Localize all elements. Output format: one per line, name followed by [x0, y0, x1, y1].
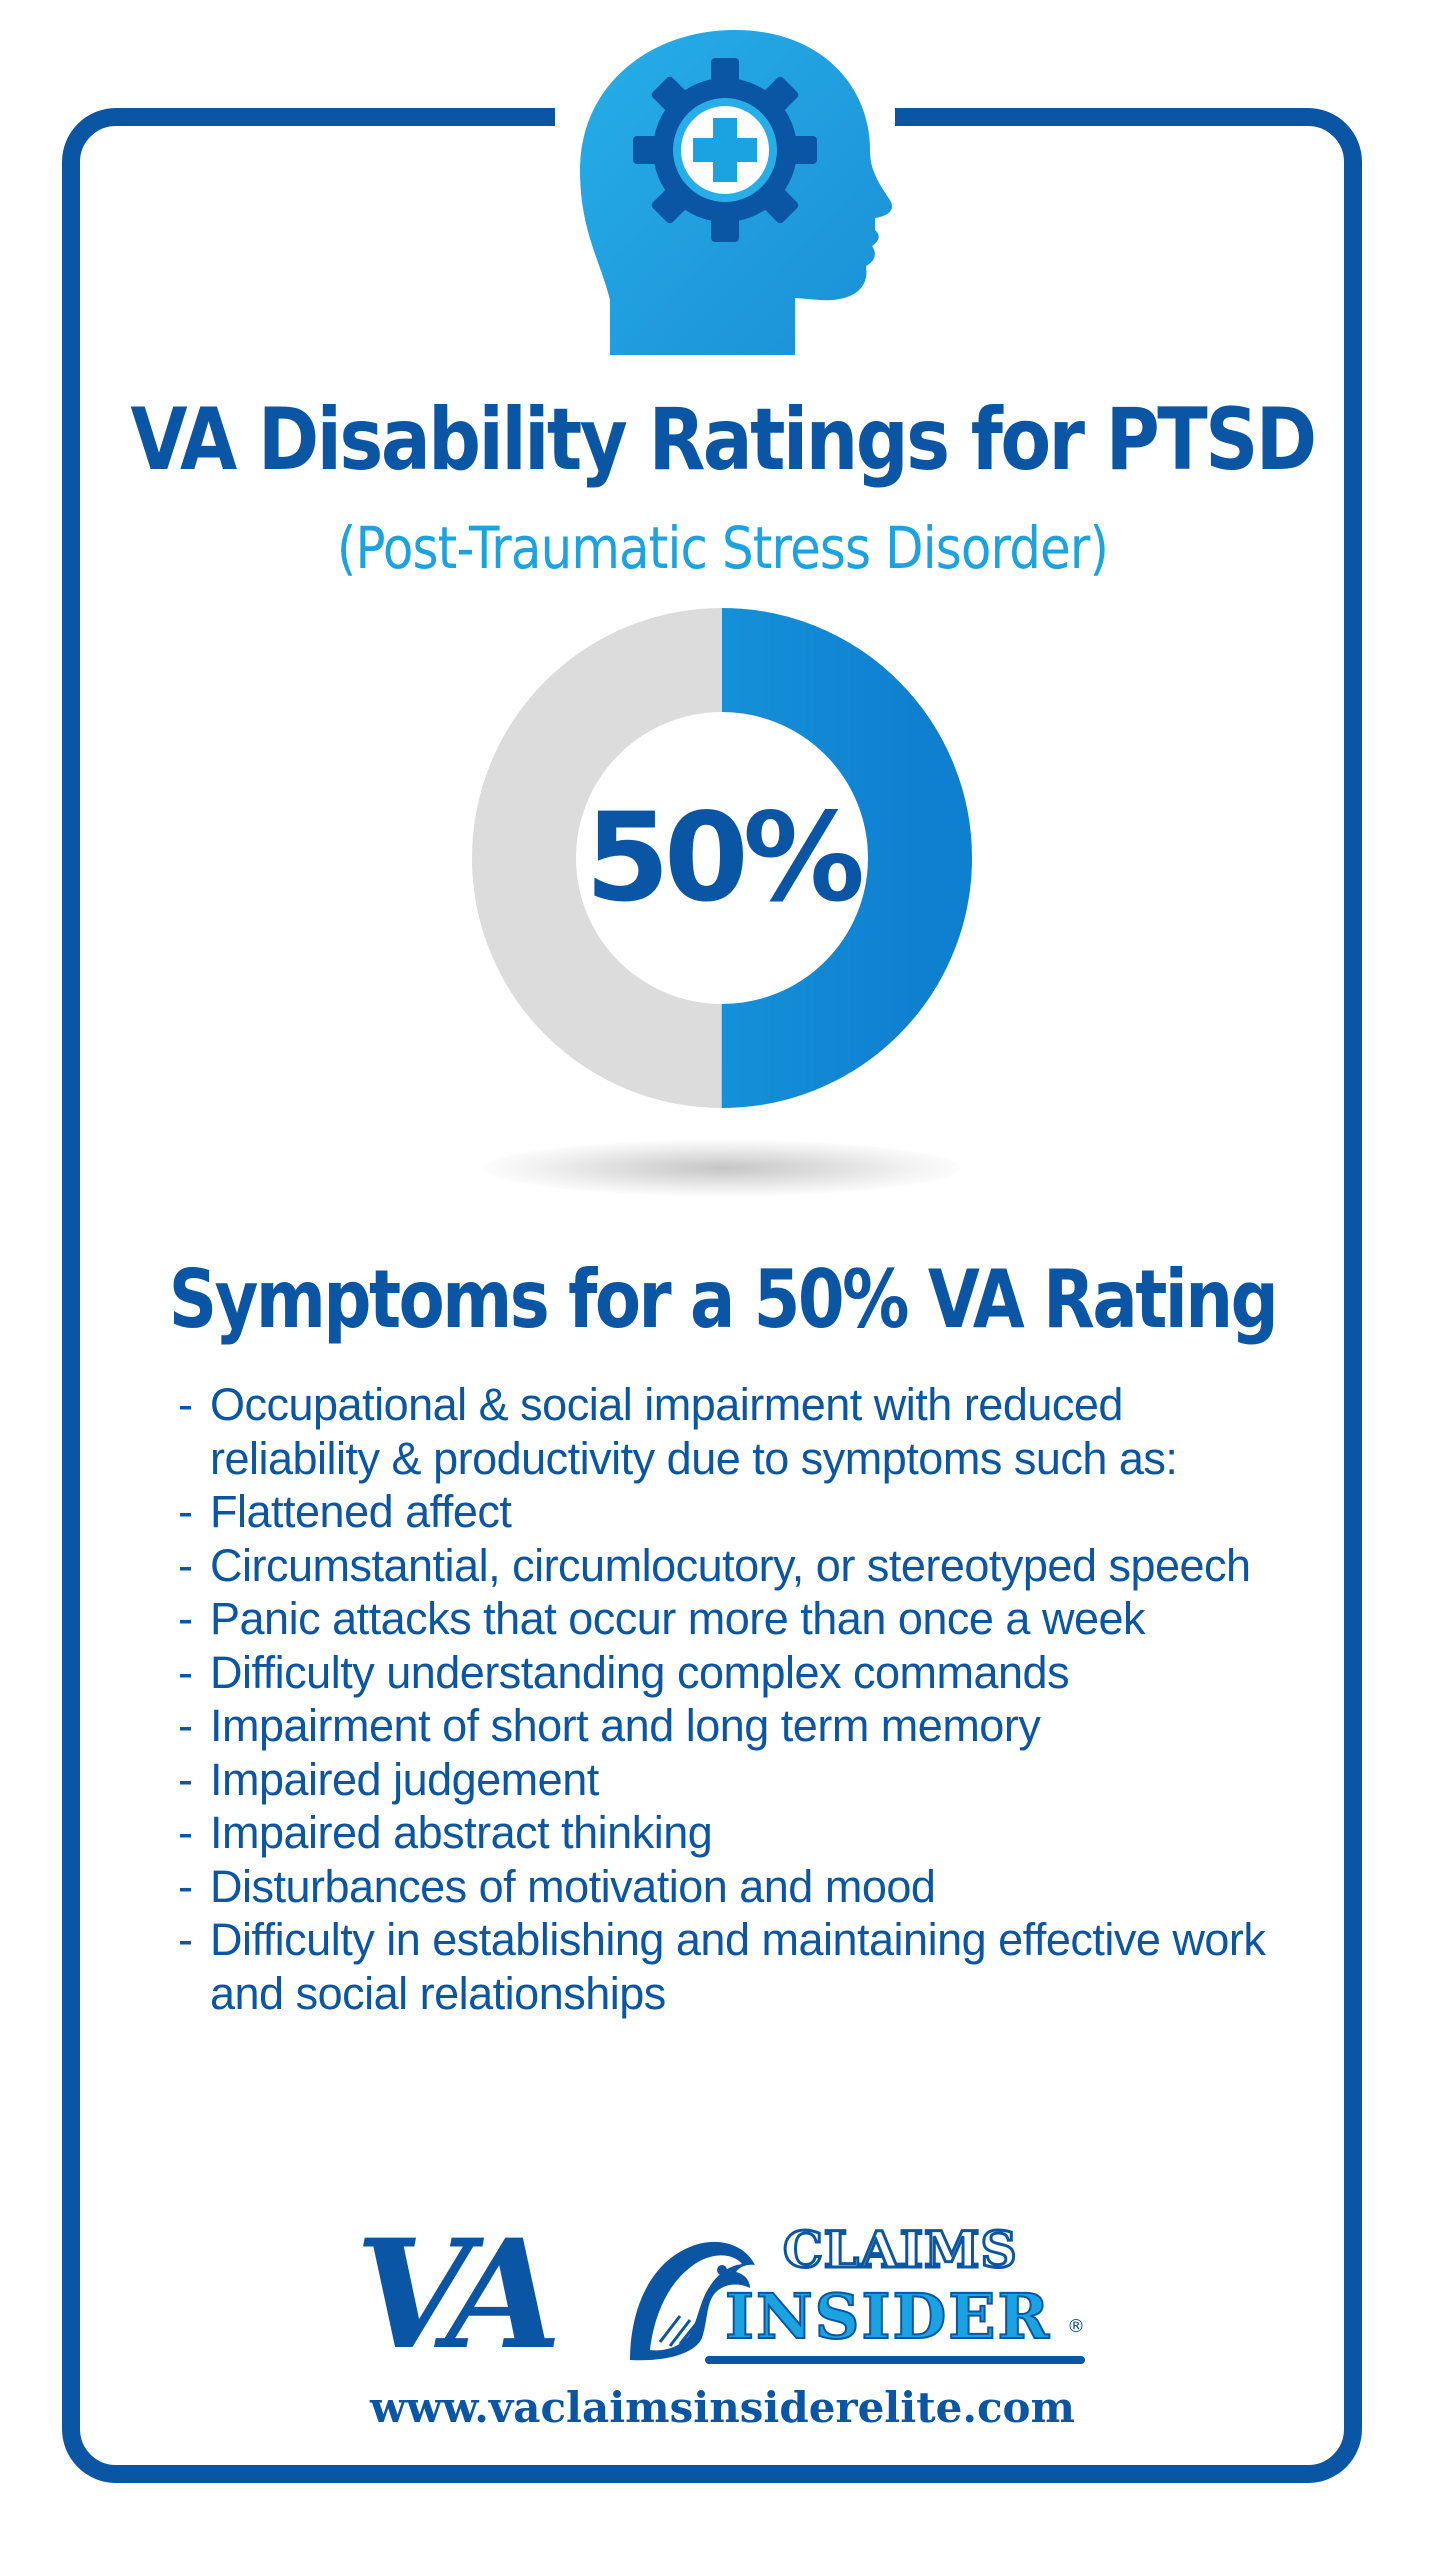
page-subtitle: (Post-Traumatic Stress Disorder)	[336, 514, 1109, 582]
va-claims-insider-logo: VA CLAIMS INSIDER ®	[355, 2220, 1105, 2370]
rating-donut: 50%	[472, 608, 972, 1108]
logo-insider-text: INSIDER	[724, 2280, 1051, 2353]
eagle-icon	[630, 2241, 755, 2361]
donut-shadow	[485, 1140, 960, 1196]
symptom-list: Occupational & social impairment with re…	[178, 1378, 1288, 2020]
symptoms-heading: Symptoms for a 50% VA Rating	[168, 1253, 1279, 1346]
symptom-item: Impaired judgement	[178, 1753, 1288, 1807]
logo-underline	[705, 2356, 1085, 2364]
rating-donut-chart	[472, 608, 972, 1108]
symptom-item: Occupational & social impairment with re…	[178, 1378, 1288, 1485]
symptom-item: Panic attacks that occur more than once …	[178, 1592, 1288, 1646]
symptom-item: Circumstantial, circumlocutory, or stere…	[178, 1539, 1288, 1593]
symptom-item: Difficulty understanding complex command…	[178, 1646, 1288, 1700]
symptom-item: Difficulty in establishing and maintaini…	[178, 1913, 1288, 2020]
symptom-item: Flattened affect	[178, 1485, 1288, 1539]
page-title: VA Disability Ratings for PTSD	[130, 390, 1317, 490]
registered-mark: ®	[1067, 2316, 1085, 2337]
website-url[interactable]: www.vaclaimsinsiderelite.com	[370, 2383, 1075, 2432]
head-gear-medical-icon	[580, 30, 893, 355]
logo-va-text: VA	[355, 2207, 562, 2383]
rating-percentage: 50%	[584, 787, 865, 929]
symptom-item: Disturbances of motivation and mood	[178, 1860, 1288, 1914]
symptom-item: Impaired abstract thinking	[178, 1806, 1288, 1860]
logo-claims-text: CLAIMS	[782, 2220, 1019, 2279]
donut-fill-arc	[472, 608, 972, 1108]
symptom-item: Impairment of short and long term memory	[178, 1699, 1288, 1753]
card-frame	[62, 108, 1362, 2483]
